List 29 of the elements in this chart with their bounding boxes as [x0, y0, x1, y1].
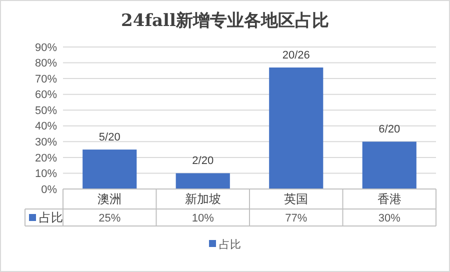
- data-label: 2/20: [192, 155, 214, 168]
- text: 77%: [285, 212, 308, 224]
- y-tick-label: 30%: [34, 136, 58, 149]
- legend-label: 占比: [39, 210, 63, 225]
- text: 10%: [192, 212, 214, 224]
- y-tick-label: 80%: [34, 58, 58, 70]
- x-tick-label: 香港: [377, 192, 402, 206]
- bar: [82, 150, 137, 189]
- y-tick-label: 60%: [34, 89, 58, 102]
- x-tick-label: 英国: [284, 192, 308, 206]
- y-tick-label: 90%: [34, 42, 58, 54]
- x-tick-label: 新加坡: [184, 192, 221, 206]
- y-tick-label: 70%: [34, 73, 58, 86]
- y-tick-label: 50%: [34, 104, 58, 117]
- y-tick-label: 20%: [34, 152, 58, 164]
- bar: [362, 142, 416, 189]
- x-tick-label: 澳洲: [98, 192, 122, 206]
- y-tick-label: 10%: [34, 168, 58, 180]
- y-tick-label: 40%: [34, 120, 58, 133]
- data-label: 20/26: [282, 50, 310, 62]
- text: 25%: [98, 212, 121, 224]
- text: 30%: [378, 212, 401, 224]
- bar: [176, 173, 230, 189]
- y-tick-label: 0%: [41, 184, 58, 196]
- data-label: 5/20: [98, 132, 120, 144]
- text: 占比: [219, 238, 241, 251]
- chart-title: 24fall新增专业各地区占比: [121, 11, 329, 31]
- bar: [269, 68, 324, 189]
- data-label: 6/20: [378, 124, 400, 136]
